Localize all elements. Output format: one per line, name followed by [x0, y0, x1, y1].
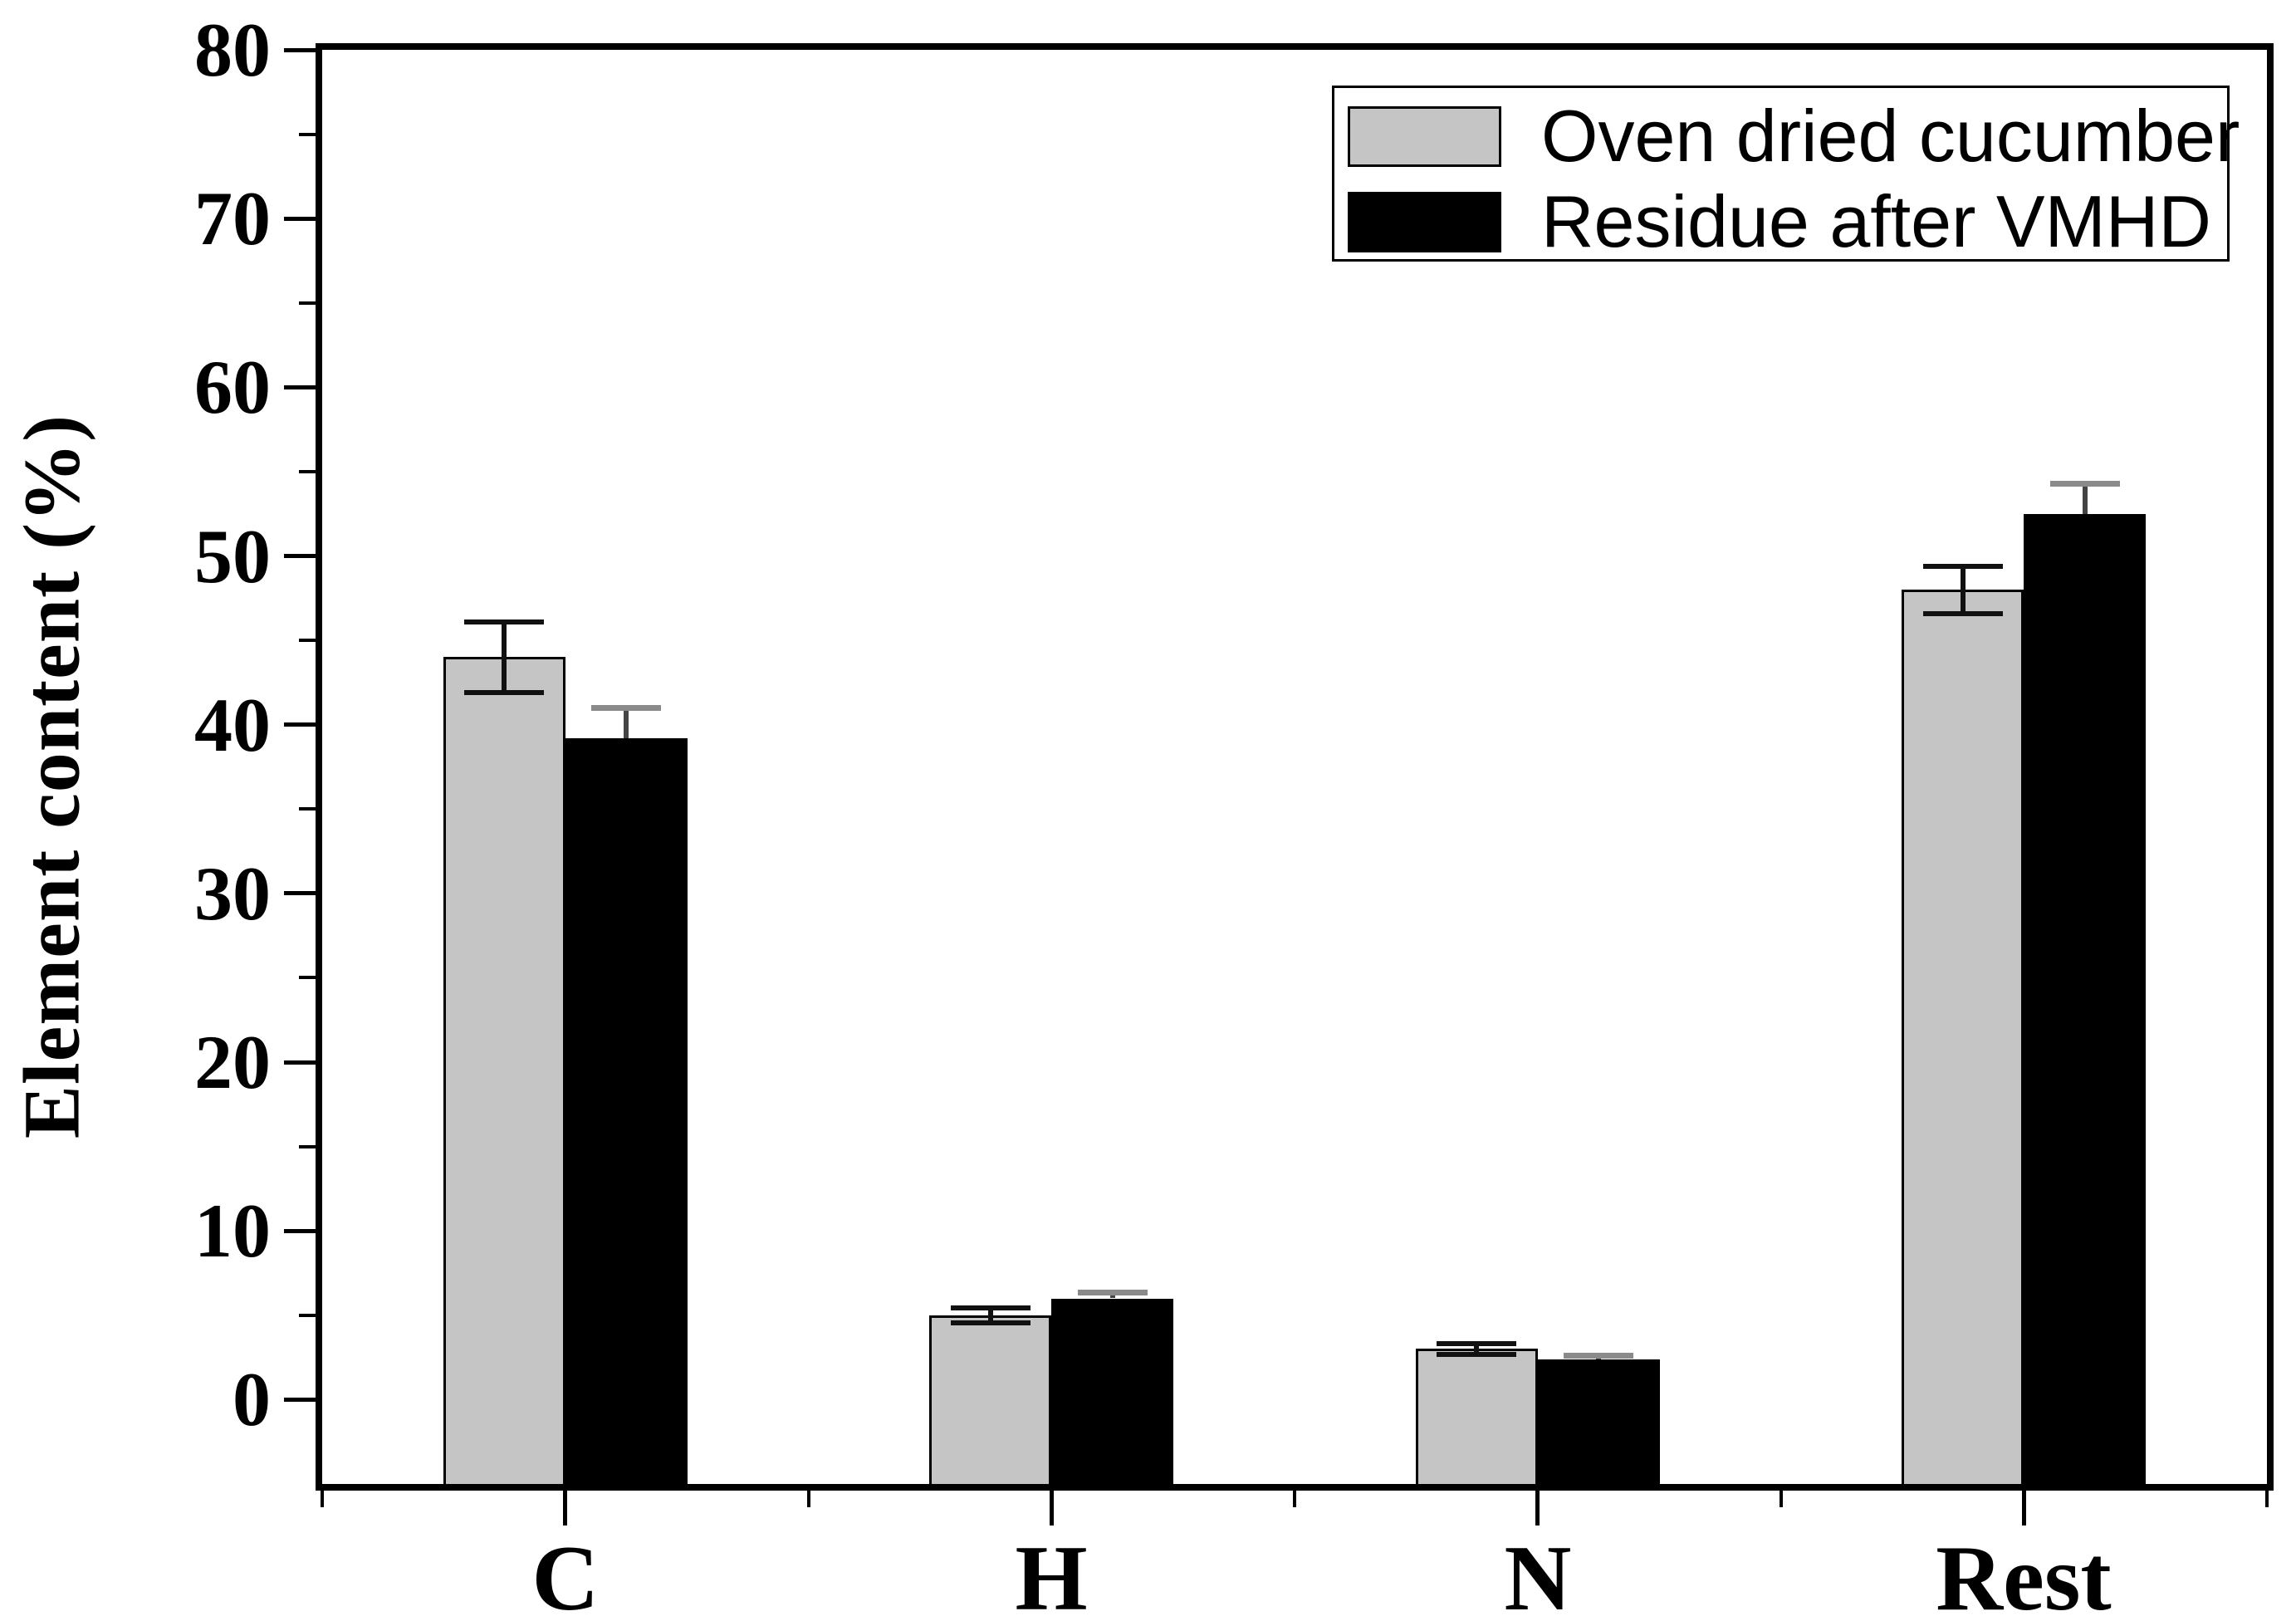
bar-gray-n: [1416, 1349, 1538, 1487]
error-bar-stem-rest-s1: [2083, 483, 2088, 514]
error-bar-cap-top-h-s0: [951, 1305, 1031, 1310]
legend: Oven dried cucumber Residue after VMHD: [1332, 86, 2240, 262]
y-minor-tick-75: [299, 133, 316, 136]
y-major-tick-20: [284, 1060, 316, 1065]
error-bar-stem-c-s1: [624, 708, 629, 738]
bar-black-rest: [2024, 514, 2146, 1487]
error-bar-cap-top-c-s1: [591, 705, 661, 711]
legend-item-oven-dried-cucumber: Oven dried cucumber: [1348, 99, 2240, 174]
category-label-c: C: [531, 1527, 600, 1621]
error-bar-stem-n-s0: [1474, 1344, 1479, 1354]
y-major-tick-10: [284, 1229, 316, 1233]
error-bar-stem-c-s0: [502, 622, 507, 693]
category-label-h: H: [1015, 1527, 1088, 1621]
plot-frame-right: [2267, 43, 2274, 1491]
y-major-tick-80: [284, 48, 316, 52]
y-tick-label-70: 70: [194, 176, 271, 261]
y-minor-tick-25: [299, 976, 316, 979]
legend-item-residue-after-vmhd: Residue after VMHD: [1348, 184, 2227, 259]
bar-gray-h: [929, 1315, 1051, 1487]
bar-black-n: [1538, 1359, 1660, 1487]
error-bar-cap-bottom-n-s0: [1437, 1352, 1516, 1357]
error-bar-cap-bottom-h-s0: [951, 1320, 1031, 1325]
bar-black-c: [565, 738, 688, 1487]
error-bar-cap-top-rest-s1: [2050, 481, 2120, 487]
y-major-tick-0: [284, 1398, 316, 1402]
error-bar-cap-top-c-s0: [464, 620, 544, 624]
category-label-n: N: [1504, 1527, 1572, 1621]
legend-label-oven-dried-cucumber: Oven dried cucumber: [1541, 95, 2240, 177]
y-tick-label-30: 30: [194, 851, 271, 936]
error-bar-cap-top-h-s1: [1078, 1290, 1148, 1295]
y-major-tick-70: [284, 217, 316, 221]
y-tick-label-0: 0: [233, 1357, 271, 1442]
bar-gray-c: [443, 657, 565, 1487]
x-minor-tick-2: [1293, 1491, 1296, 1507]
x-major-tick-n: [1535, 1491, 1540, 1526]
error-bar-cap-top-rest-s0: [1923, 564, 2003, 569]
error-bar-stem-h-s0: [988, 1308, 993, 1323]
y-minor-tick-65: [299, 301, 316, 305]
category-label-rest: Rest: [1936, 1527, 2112, 1621]
error-bar-cap-top-n-s1: [1564, 1353, 1633, 1359]
error-bar-stem-rest-s0: [1961, 566, 1966, 614]
y-tick-label-60: 60: [194, 345, 271, 429]
plot-frame-top: [316, 43, 2274, 50]
plot-frame-bottom: [316, 1484, 2274, 1491]
y-major-tick-30: [284, 891, 316, 895]
y-tick-label-10: 10: [194, 1188, 271, 1273]
y-minor-tick-55: [299, 470, 316, 473]
x-major-tick-c: [563, 1491, 567, 1526]
bar-gray-rest: [1902, 590, 2024, 1487]
y-major-tick-50: [284, 554, 316, 558]
x-minor-tick-3: [1780, 1491, 1783, 1507]
y-major-tick-60: [284, 385, 316, 389]
y-tick-label-20: 20: [194, 1020, 271, 1104]
x-major-tick-rest: [2022, 1491, 2026, 1526]
y-minor-tick-35: [299, 807, 316, 810]
x-major-tick-h: [1050, 1491, 1054, 1526]
bar-black-h: [1051, 1299, 1173, 1487]
x-minor-tick-4: [2265, 1491, 2269, 1507]
x-minor-tick-1: [807, 1491, 810, 1507]
y-minor-tick-15: [299, 1145, 316, 1148]
x-minor-tick-0: [321, 1491, 324, 1507]
error-bar-cap-top-n-s0: [1437, 1341, 1516, 1346]
y-major-tick-40: [284, 722, 316, 727]
legend-label-residue-after-vmhd: Residue after VMHD: [1541, 180, 2211, 262]
y-tick-label-80: 80: [194, 7, 271, 92]
plot-frame-left: [316, 43, 322, 1491]
error-bar-cap-bottom-rest-s0: [1923, 611, 2003, 616]
y-tick-label-50: 50: [194, 514, 271, 599]
legend-swatch-gray: [1348, 105, 1501, 167]
y-tick-label-40: 40: [194, 683, 271, 767]
legend-swatch-black: [1348, 191, 1501, 252]
y-minor-tick-5: [299, 1314, 316, 1317]
error-bar-cap-bottom-c-s0: [464, 690, 544, 695]
y-minor-tick-45: [299, 639, 316, 642]
